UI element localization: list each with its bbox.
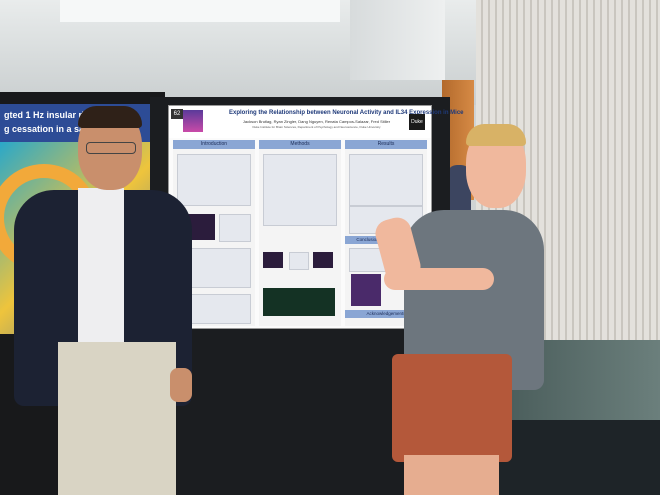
- conclusions-image: [351, 274, 381, 306]
- ceiling-beam: [350, 0, 445, 80]
- left-person-pants: [58, 342, 176, 495]
- right-person-legs: [404, 455, 499, 495]
- methods-diagram: [263, 154, 337, 226]
- research-poster: 62 Exploring the Relationship between Ne…: [168, 105, 464, 329]
- poster-affiliation: Duke Institute for Brain Sciences, Depar…: [252, 125, 381, 129]
- right-person-shorts: [392, 354, 512, 462]
- skylight: [60, 0, 340, 22]
- left-person-glasses: [86, 142, 136, 154]
- introduction-header: Introduction: [173, 140, 255, 149]
- methods-image-2: [289, 252, 309, 270]
- duke-logo: Duke: [409, 114, 425, 130]
- intro-bar-chart: [219, 214, 251, 242]
- left-person-hair: [78, 106, 142, 128]
- methods-image-1: [263, 252, 283, 268]
- left-person-shirt: [78, 188, 124, 348]
- methods-fluorescence-image: [263, 288, 335, 316]
- left-poster-title-line2: g cessation in a sample of: [4, 124, 117, 134]
- methods-header: Methods: [259, 140, 341, 149]
- poster-number: 62: [171, 109, 183, 119]
- poster-thumbnail-image: [183, 110, 203, 132]
- poster-title: Exploring the Relationship between Neuro…: [229, 110, 464, 116]
- right-person-forearm: [384, 268, 494, 290]
- poster-title-bar: [169, 106, 431, 138]
- poster-authors: Jackson Brutlag, Ryan Zingler, Dang Nguy…: [242, 119, 391, 124]
- intro-figure: [177, 154, 251, 206]
- results-header: Results: [345, 140, 427, 149]
- right-person-hair: [466, 124, 526, 146]
- poster-column-methods: Methods: [259, 140, 341, 326]
- methods-image-3: [313, 252, 333, 268]
- acknowledgements-header: Acknowledgements: [345, 310, 427, 318]
- results-chart: [349, 154, 423, 206]
- left-poster-title-line1: gted 1 Hz insular rTMS ta: [4, 110, 112, 120]
- left-person-hand: [170, 368, 192, 402]
